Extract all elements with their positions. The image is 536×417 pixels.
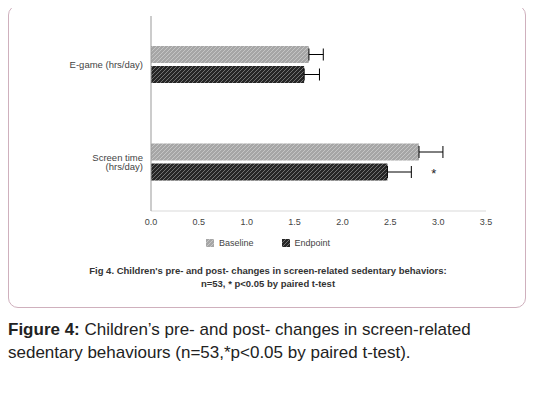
html-text:Baseline: Baseline	[219, 238, 254, 248]
svg-text:3.5: 3.5	[480, 217, 493, 227]
svg-text:*: *	[431, 166, 436, 181]
svg-text:2.5: 2.5	[384, 217, 397, 227]
svg-text:2.0: 2.0	[336, 217, 349, 227]
html-text:n=53, * p<0.05 by paired t-tes: n=53, * p<0.05 by paired t-test	[200, 278, 335, 289]
svg-text:1.5: 1.5	[288, 217, 301, 227]
svg-text:0.0: 0.0	[145, 217, 158, 227]
svg-text:1.0: 1.0	[240, 217, 253, 227]
svg-text:Screen time(hrs/day): Screen time(hrs/day)	[92, 152, 143, 173]
svg-text:E-game (hrs/day): E-game (hrs/day)	[70, 59, 143, 70]
svg-text:3.0: 3.0	[432, 217, 445, 227]
svg-text:0.5: 0.5	[193, 217, 206, 227]
html-text:Fig 4. Children's pre- and pos: Fig 4. Children's pre- and post- changes…	[89, 265, 447, 276]
html-text:Endpoint: Endpoint	[294, 238, 330, 248]
html-text:Figure 4: Children’s pre- and: Figure 4: Children’s pre- and post- chan…	[8, 320, 471, 362]
